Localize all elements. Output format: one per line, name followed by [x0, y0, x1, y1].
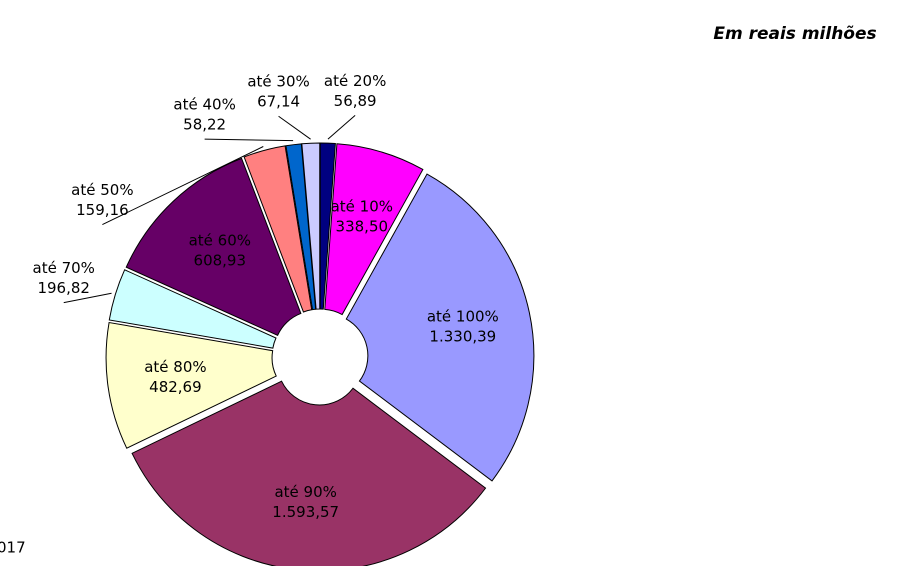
donut-slice [301, 142, 321, 310]
leader-line [63, 292, 112, 304]
leader-line [278, 115, 311, 140]
donut-slice [243, 145, 313, 313]
slice-value-label: 159,16 [76, 201, 129, 219]
slice-label: até 80% [144, 358, 206, 376]
chart-title: Em reais milhões [713, 24, 876, 44]
slice-label: até 90% [274, 483, 336, 501]
leader-line [327, 114, 356, 140]
donut-slice [345, 173, 535, 482]
donut-slice [108, 269, 277, 349]
leader-line [204, 138, 294, 142]
slice-value-label: 196,82 [37, 279, 90, 297]
slice-value-label: 608,93 [194, 251, 247, 269]
slice-value-label: 338,50 [336, 218, 389, 236]
footnote: 017 [0, 539, 26, 557]
slice-value-label: 1.330,39 [429, 327, 496, 345]
slice-value-label: 482,69 [149, 378, 202, 396]
slice-label: até 50% [71, 181, 133, 199]
slice-label: até 10% [331, 198, 393, 216]
leader-line [102, 146, 264, 226]
slice-label: até 60% [189, 231, 251, 249]
slice-label: até 70% [33, 259, 95, 277]
slice-value-label: 67,14 [257, 93, 300, 111]
donut-slice [105, 321, 277, 449]
donut-slice [319, 142, 336, 310]
slice-label: até 20% [324, 72, 386, 90]
donut-slice [131, 380, 487, 566]
slice-label: até 30% [247, 73, 309, 91]
donut-slice [324, 143, 424, 316]
slice-label: até 40% [173, 96, 235, 114]
slice-value-label: 1.593,57 [272, 503, 339, 521]
slice-value-label: 56,89 [334, 92, 377, 110]
slice-value-label: 58,22 [183, 116, 226, 134]
slice-label: até 100% [427, 307, 499, 325]
